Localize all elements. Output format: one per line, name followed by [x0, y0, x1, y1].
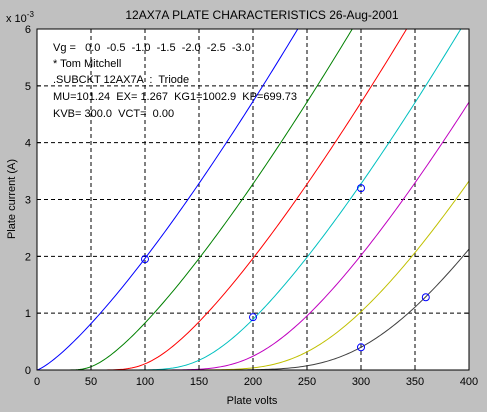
x-tick-label: 100 [136, 376, 154, 388]
y-exponent-base: x 10 [6, 13, 27, 25]
x-tick-label: 50 [85, 376, 97, 388]
grid-lines [37, 29, 469, 370]
data-point-marker [249, 313, 257, 322]
data-point-marker [421, 293, 430, 302]
y-tick-label: 1 [25, 308, 31, 320]
y-axis-exponent: x 10-3 [6, 10, 34, 25]
x-axis-label: Plate volts [227, 395, 278, 407]
y-tick-label: 4 [25, 138, 31, 150]
x-tick-label: 0 [34, 376, 40, 388]
annotation-line: Vg = 0.0 -0.5 -1.0 -1.5 -2.0 -2.5 -3.0 [53, 42, 251, 54]
y-tick-label: 6 [25, 24, 31, 36]
data-point-marker [357, 343, 365, 352]
markers [141, 184, 430, 352]
x-tick-label: 350 [406, 376, 424, 388]
annotation-line: .SUBCKT 12AX7A : Triode [53, 74, 189, 86]
data-point-marker [141, 255, 149, 264]
x-tick-label: 300 [352, 376, 370, 388]
y-tick-label: 2 [25, 251, 31, 263]
x-tick-label: 250 [298, 376, 316, 388]
chart-title: 12AX7A PLATE CHARACTERISTICS 26-Aug-2001 [125, 8, 399, 22]
ticks: 0 50 100 150 200 250 300 350 400 0 1 2 3 4 5 6 [25, 24, 478, 388]
plate-curve [37, 29, 462, 370]
y-tick-label: 3 [25, 195, 31, 207]
annotation-line: * Tom Mitchell [53, 58, 121, 70]
y-tick-label: 0 [25, 365, 31, 377]
annotation-line: MU=101.24 EX= 1.267 KG1=1002.9 KP=699.73 [53, 91, 297, 103]
y-axis-label: Plate current (A) [6, 159, 18, 239]
plate-curve [37, 101, 469, 370]
annotation-line: KVB= 300.0 VCT= 0.00 [53, 108, 174, 120]
y-exponent-power: -3 [27, 10, 35, 19]
y-tick-label: 5 [25, 81, 31, 93]
data-point-marker [357, 184, 365, 193]
x-tick-label: 400 [460, 376, 478, 388]
x-tick-label: 150 [190, 376, 208, 388]
model-annotation: Vg = 0.0 -0.5 -1.0 -1.5 -2.0 -2.5 -3.0 *… [53, 42, 297, 120]
plate-curve [37, 29, 299, 370]
plate-curve [37, 29, 353, 370]
x-tick-label: 200 [244, 376, 262, 388]
